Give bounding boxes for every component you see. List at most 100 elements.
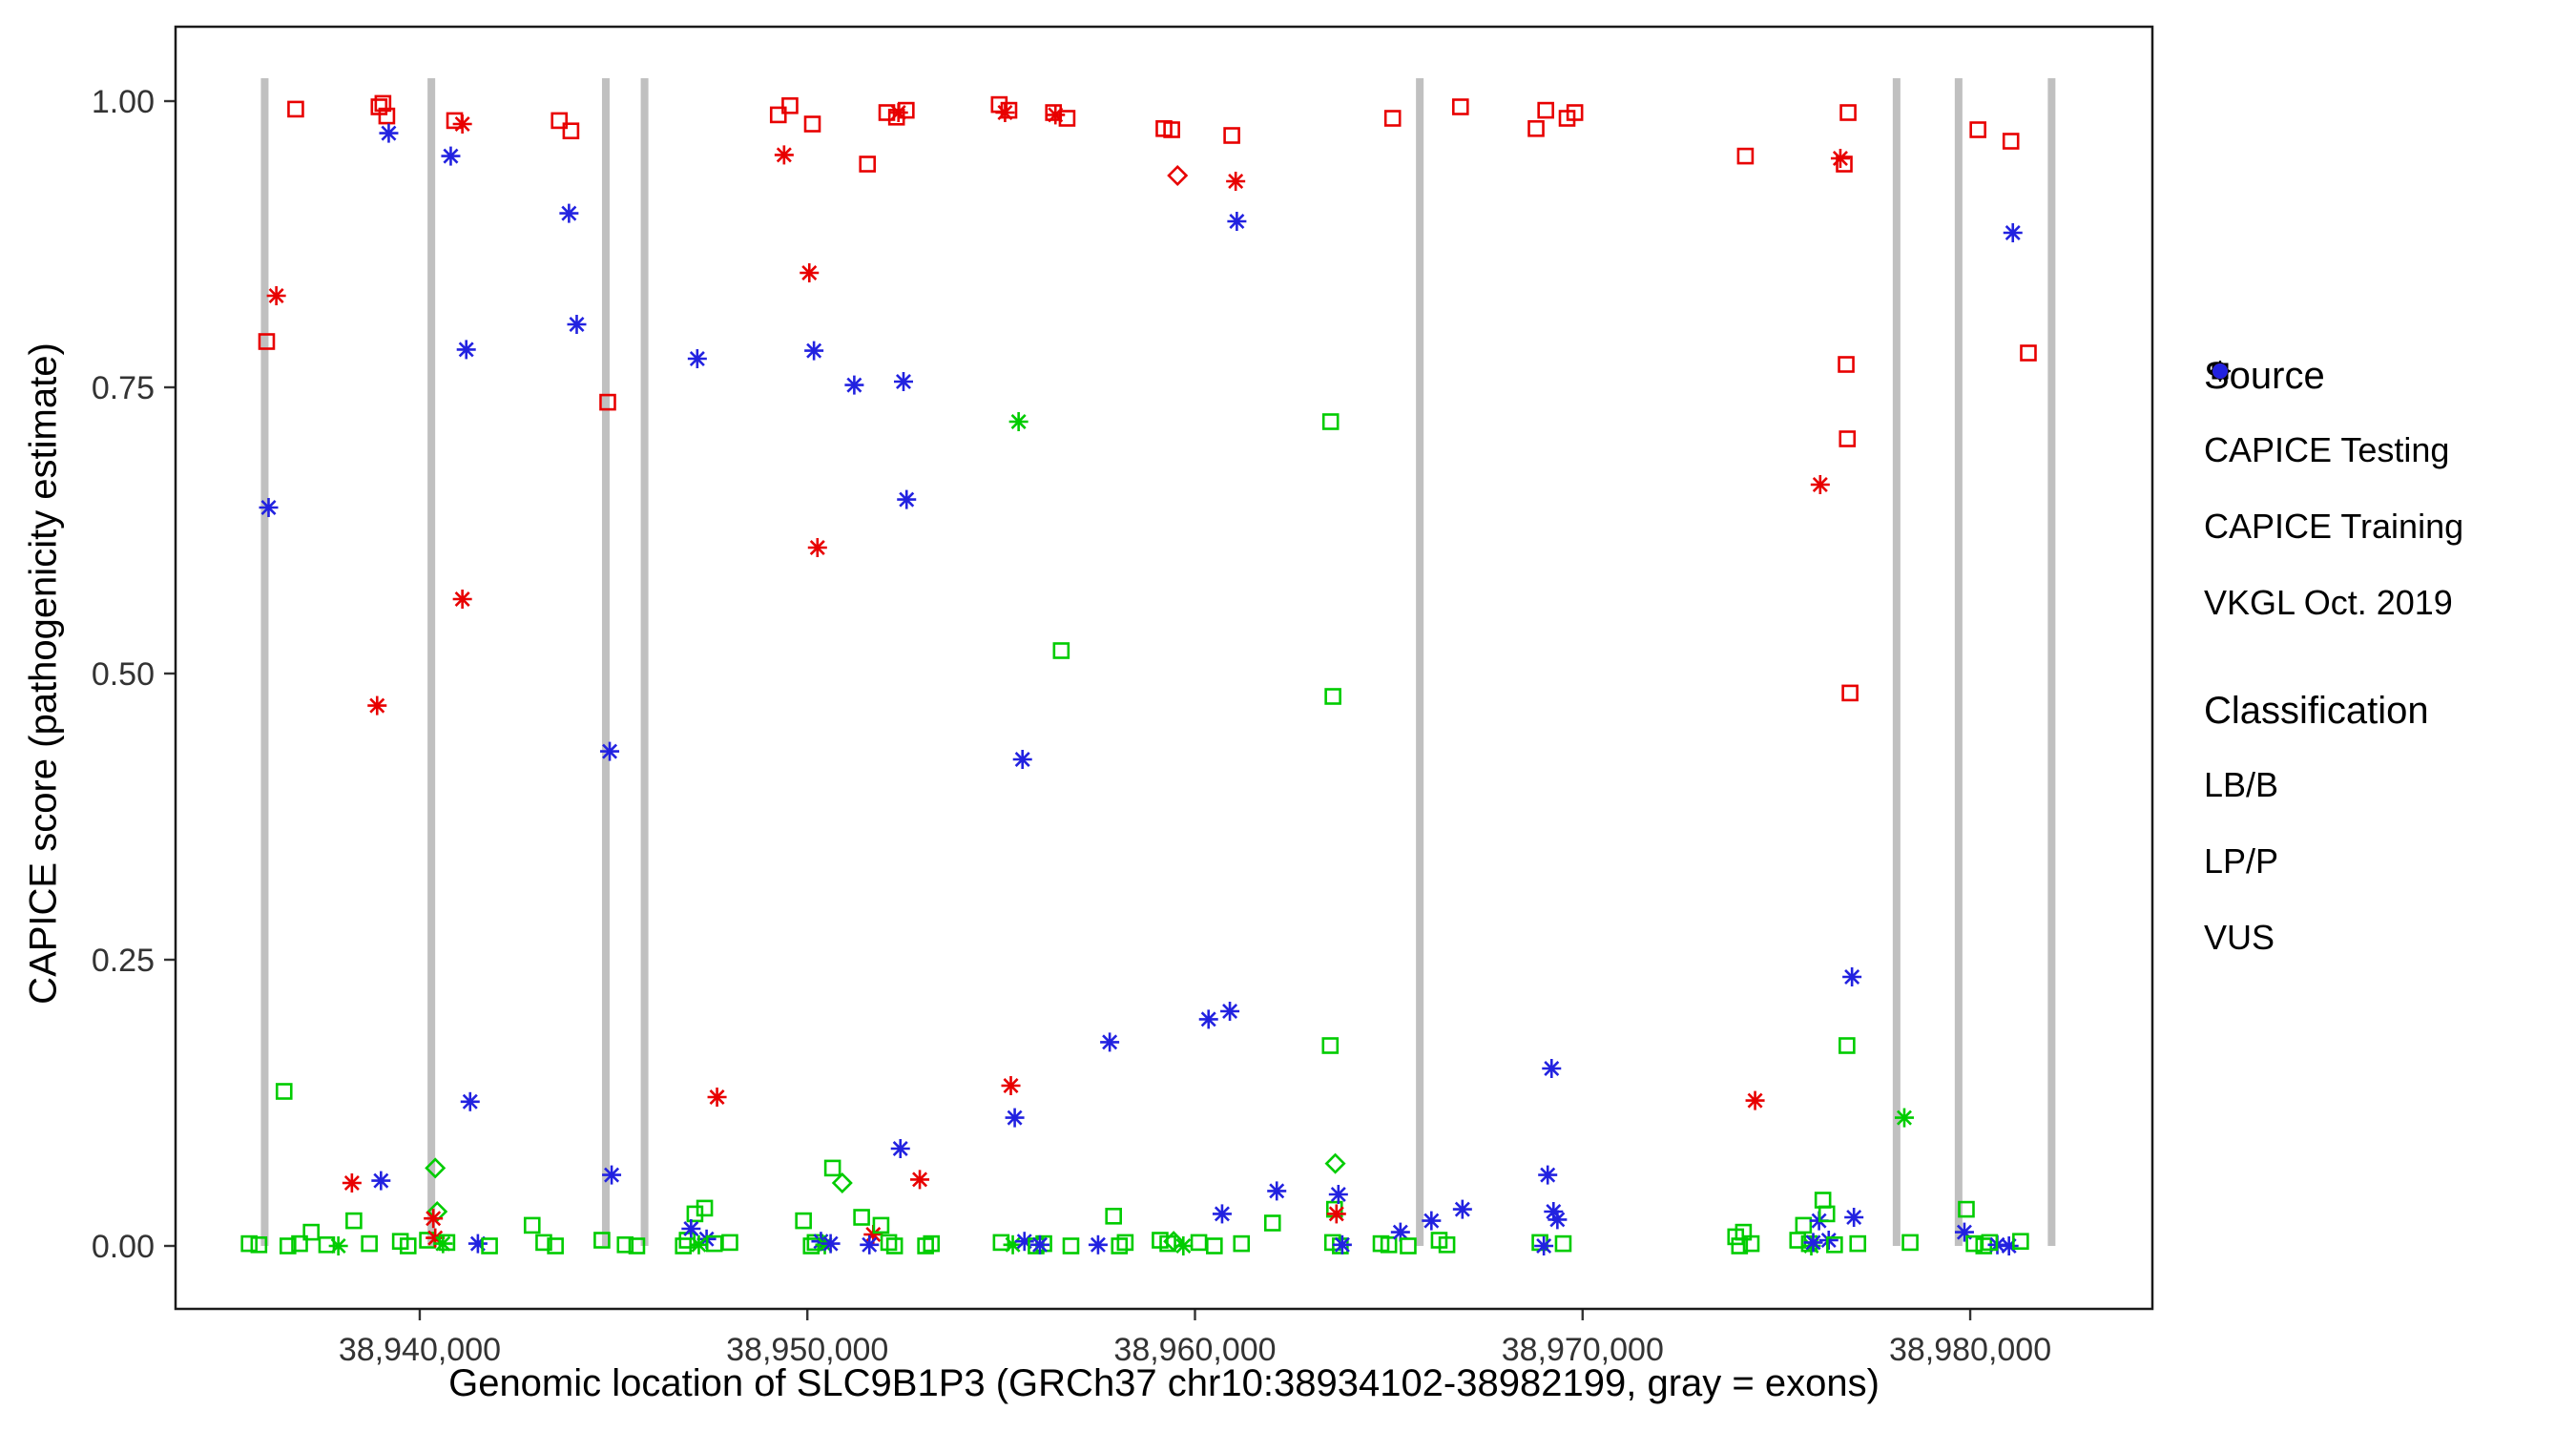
data-point-square [361,1234,378,1253]
legend-item-label: CAPICE Training [2204,507,2464,546]
data-point-asterisk [804,341,824,361]
data-point-asterisk [910,1170,930,1190]
data-point-asterisk [1001,1076,1021,1095]
panel-border [174,25,2154,1311]
legend-item-label: VKGL Oct. 2019 [2204,583,2453,622]
data-point-diamond [425,1157,447,1179]
data-point-square [853,1209,870,1226]
data-point-square [1206,1237,1223,1255]
data-point-asterisk [890,1139,910,1158]
data-point-square [1537,101,1554,119]
exon-bar [1892,78,1901,1246]
data-point-square [374,94,392,113]
data-point-square [2012,1233,2029,1250]
data-point-diamond [831,1172,853,1194]
data-point-asterisk [1220,1002,1240,1021]
y-tick-label: 1.00 [92,84,155,120]
data-point-asterisk [707,1088,727,1107]
data-point-asterisk [2003,223,2023,242]
data-point-asterisk [687,349,707,368]
x-tick-label: 38,940,000 [339,1332,501,1368]
exon-bar [1416,78,1424,1246]
data-point-square [803,115,821,133]
data-point-square [547,1237,564,1255]
data-point-asterisk [1100,1032,1120,1052]
data-point-square [1818,1205,1836,1223]
data-point-square [599,393,616,411]
legend-item-capice-training: CAPICE Training [2204,363,2566,547]
data-point-square [280,1237,297,1255]
data-point-square [1400,1237,1417,1255]
legend-item-lbb: LB/B [2204,363,2566,805]
legend-item-label: VUS [2204,918,2275,957]
data-point-diamond [1167,164,1189,187]
data-point-square [696,1199,714,1217]
data-point-asterisk [821,1234,841,1254]
data-point-square [399,1237,417,1255]
data-point-square [291,1234,308,1253]
data-point-asterisk [1267,1181,1287,1201]
data-point-asterisk [559,203,579,223]
data-point-square [1839,104,1857,121]
data-point-asterisk [681,1219,701,1238]
data-point-asterisk [1008,412,1028,431]
y-tick-label: 0.25 [92,943,155,979]
data-point-asterisk [456,340,476,360]
data-point-square [1452,98,1469,115]
data-point-square [1836,156,1853,173]
blue-dot-icon [2212,363,2228,379]
data-point-square [275,1083,293,1100]
data-point-square [1731,1237,1749,1255]
legend-classification-title: Classification [2204,690,2429,732]
data-point-asterisk [1088,1234,1108,1255]
data-point-asterisk [1542,1059,1562,1078]
data-point-square [535,1234,552,1252]
data-point-asterisk [452,590,472,609]
data-point-asterisk [774,145,794,165]
data-point-asterisk [467,1234,488,1254]
data-point-square [1111,1237,1129,1255]
data-point-square [302,1223,320,1241]
data-point-asterisk [1844,1208,1864,1227]
data-point-asterisk [1212,1204,1232,1224]
exon-bar [427,78,436,1246]
data-point-asterisk [807,538,827,557]
data-point-square [1958,1200,1975,1218]
data-point-square [481,1237,498,1255]
data-point-square [1438,1236,1456,1254]
data-point-square [1839,430,1857,447]
data-point-asterisk [800,263,820,282]
data-point-asterisk [328,1236,348,1255]
data-point-square [1223,127,1240,144]
data-point-asterisk [1538,1165,1558,1185]
x-tick-label: 38,970,000 [1502,1332,1664,1368]
data-point-asterisk [1534,1236,1554,1255]
data-point-square [1736,147,1755,165]
data-point-asterisk [1842,967,1862,986]
data-point-square [1838,356,1855,373]
data-point-asterisk [1332,1234,1352,1255]
data-point-square [1321,1037,1340,1054]
x-tick-label: 38,980,000 [1889,1332,2051,1368]
legend-source-title: Source [2204,355,2325,397]
data-point-square [1324,688,1341,705]
x-tick-label: 38,950,000 [726,1332,888,1368]
exon-bar [2047,78,2056,1246]
data-point-square [1380,1236,1398,1254]
data-point-asterisk [1548,1210,1568,1230]
legend-item-vkgl: VKGL Oct. 2019 [2204,361,2566,623]
data-point-square [562,122,580,139]
legend-item-label: LP/P [2204,841,2279,881]
data-point-asterisk [995,103,1015,122]
data-point-square [1795,1216,1813,1234]
exon-bar [640,78,649,1246]
data-point-square [1321,413,1340,430]
data-point-square [1052,642,1070,659]
data-point-square [1839,1037,1856,1054]
data-point-square [1116,1234,1134,1252]
data-point-square [1841,684,1859,702]
data-point-square [1062,1237,1080,1255]
data-point-square [1383,110,1402,127]
